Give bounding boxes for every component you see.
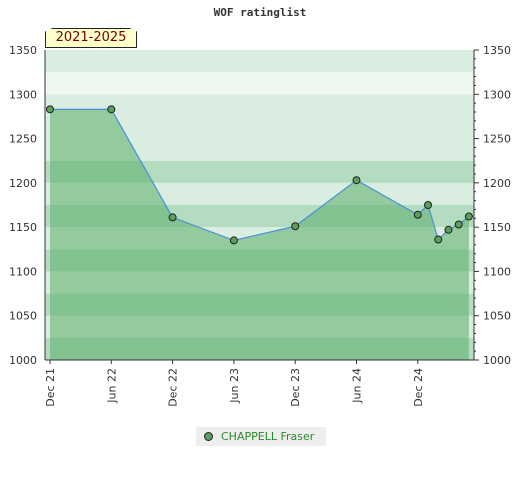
y-axis-left-ticks: 1000 1050 1100 1150 1200 1250 1300 1350 <box>9 44 37 367</box>
band <box>45 94 474 117</box>
x-tick-label: Dec 22 <box>167 368 180 407</box>
data-point <box>107 105 116 114</box>
y-tick-label-right: 1150 <box>483 221 511 234</box>
x-tick-label: Jun 24 <box>351 368 364 404</box>
data-point <box>46 105 54 114</box>
y-tick-label-left: 1150 <box>9 221 37 234</box>
y-tick-label-left: 1000 <box>9 354 37 367</box>
y-tick-label-left: 1300 <box>9 88 37 101</box>
band <box>45 116 474 139</box>
axes <box>44 50 475 361</box>
data-point <box>464 212 473 221</box>
y-tick-label-right: 1000 <box>483 354 511 367</box>
y-tick-label-right: 1050 <box>483 310 511 323</box>
x-axis-ticks: Dec 21 Jun 22 Dec 22 Jun 23 Dec 23 Jun 24 Dec … <box>44 360 425 407</box>
band <box>45 160 474 183</box>
y-tick-label-right: 1100 <box>483 265 511 278</box>
y-tick-label-left: 1050 <box>9 310 37 323</box>
y-tick-label-left: 1200 <box>9 177 37 190</box>
y-tick-label-right: 1300 <box>483 88 511 101</box>
data-points <box>46 105 473 245</box>
legend-label: CHAPPELL Fraser <box>221 430 315 443</box>
y-axis-right-ticks: 1000 1050 1100 1150 1200 1250 1300 1350 <box>474 44 511 367</box>
y-tick-label-left: 1250 <box>9 133 37 146</box>
y-tick-label-right: 1350 <box>483 44 511 57</box>
legend: CHAPPELL Fraser <box>196 427 326 446</box>
data-point <box>444 225 453 234</box>
data-point <box>413 210 422 219</box>
band <box>45 50 474 73</box>
data-point <box>434 235 443 244</box>
legend-marker-icon <box>204 432 213 441</box>
x-tick-label: Jun 23 <box>228 368 241 404</box>
data-point <box>291 222 300 231</box>
data-point <box>352 176 361 185</box>
y-tick-label-right: 1250 <box>483 133 511 146</box>
band <box>45 138 474 161</box>
y-tick-label-left: 1350 <box>9 44 37 57</box>
x-tick-label: Dec 21 <box>44 368 57 407</box>
chart-title: WOF ratinglist <box>213 6 307 19</box>
y-tick-label-right: 1200 <box>483 177 511 190</box>
period-badge: 2021-2025 <box>45 28 137 48</box>
data-point <box>229 236 238 245</box>
x-tick-label: Dec 23 <box>289 368 302 407</box>
x-tick-label: Jun 22 <box>105 368 118 404</box>
y-tick-label-left: 1100 <box>9 265 37 278</box>
data-point <box>424 201 433 209</box>
data-point <box>168 213 177 222</box>
data-point <box>454 220 463 229</box>
band <box>45 72 474 95</box>
x-tick-label: Dec 24 <box>412 368 425 407</box>
